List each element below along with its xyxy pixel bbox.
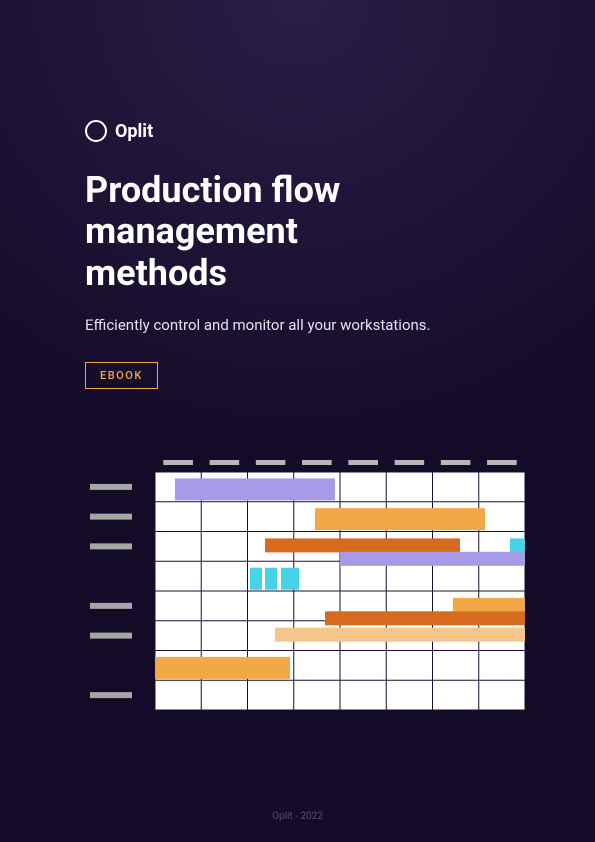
gantt-bar [250,568,262,590]
gantt-bar [155,657,290,679]
logo: Oplit [85,120,595,142]
ebook-badge: EBOOK [85,362,158,389]
gantt-bar [275,628,525,642]
gantt-bar [265,568,277,590]
gantt-bar [175,478,335,500]
page-title: Production flow management methods [85,170,425,294]
gantt-bar [281,568,299,590]
logo-brand-name: Oplit [115,121,153,142]
gantt-bar [340,552,525,566]
gantt-bar [510,538,525,552]
gantt-svg [85,460,525,710]
page: Oplit Production flow management methods… [0,0,595,842]
footer-text: Oplit - 2022 [0,811,595,822]
gantt-bar [315,508,485,530]
gantt-chart [85,460,525,710]
gantt-bar [453,598,525,612]
logo-circle-icon [85,120,107,142]
page-subtitle: Efficiently control and monitor all your… [85,316,595,334]
gantt-bar [325,611,525,625]
gantt-bar [265,538,460,552]
